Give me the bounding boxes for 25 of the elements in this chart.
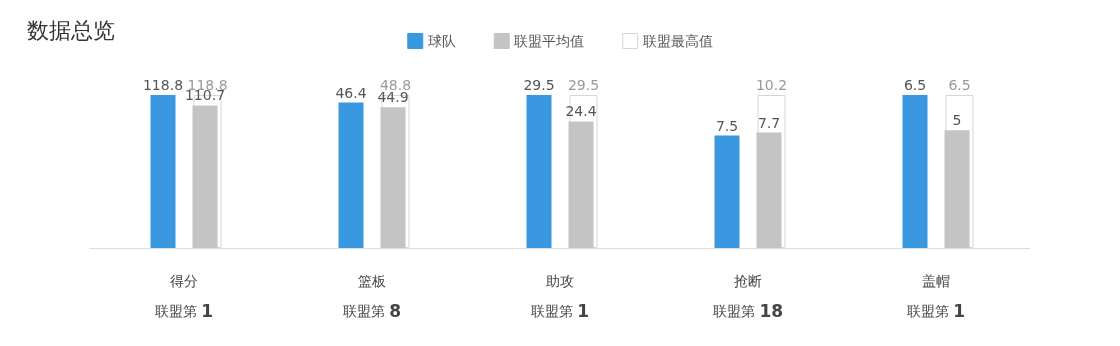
data-label: 118.8 xyxy=(142,77,184,93)
data-label: 29.5 xyxy=(567,77,600,93)
data-label: 24.4 xyxy=(565,103,597,120)
data-label: 10.2 xyxy=(755,77,788,93)
data-label: 6.5 xyxy=(903,77,927,93)
text: 联盟第 1 xyxy=(154,301,214,321)
data-label: 7.5 xyxy=(715,117,739,134)
x-tick-label: 盖帽 xyxy=(922,273,950,289)
x-tick-label: 得分 xyxy=(170,273,198,289)
text: 联盟第 1 xyxy=(530,301,590,321)
text: 联盟第 8 xyxy=(342,301,402,321)
legend-label: 联盟平均值 xyxy=(514,33,585,49)
data-label: 5 xyxy=(952,112,962,129)
data-label: 46.4 xyxy=(335,84,367,101)
x-tick-label: 助攻 xyxy=(546,273,574,289)
data-label: 6.5 xyxy=(948,77,971,93)
text: 联盟第 1 xyxy=(906,301,966,321)
chart-title: 数据总览 xyxy=(27,17,115,43)
text: 联盟第 18 xyxy=(712,301,784,321)
data-label: 7.7 xyxy=(757,114,781,131)
x-tick-label: 抢断 xyxy=(734,273,762,289)
legend-label: 球队 xyxy=(427,33,456,49)
data-label: 29.5 xyxy=(523,77,555,93)
x-tick-label: 篮板 xyxy=(358,273,386,289)
legend-label: 联盟最高值 xyxy=(642,33,713,49)
